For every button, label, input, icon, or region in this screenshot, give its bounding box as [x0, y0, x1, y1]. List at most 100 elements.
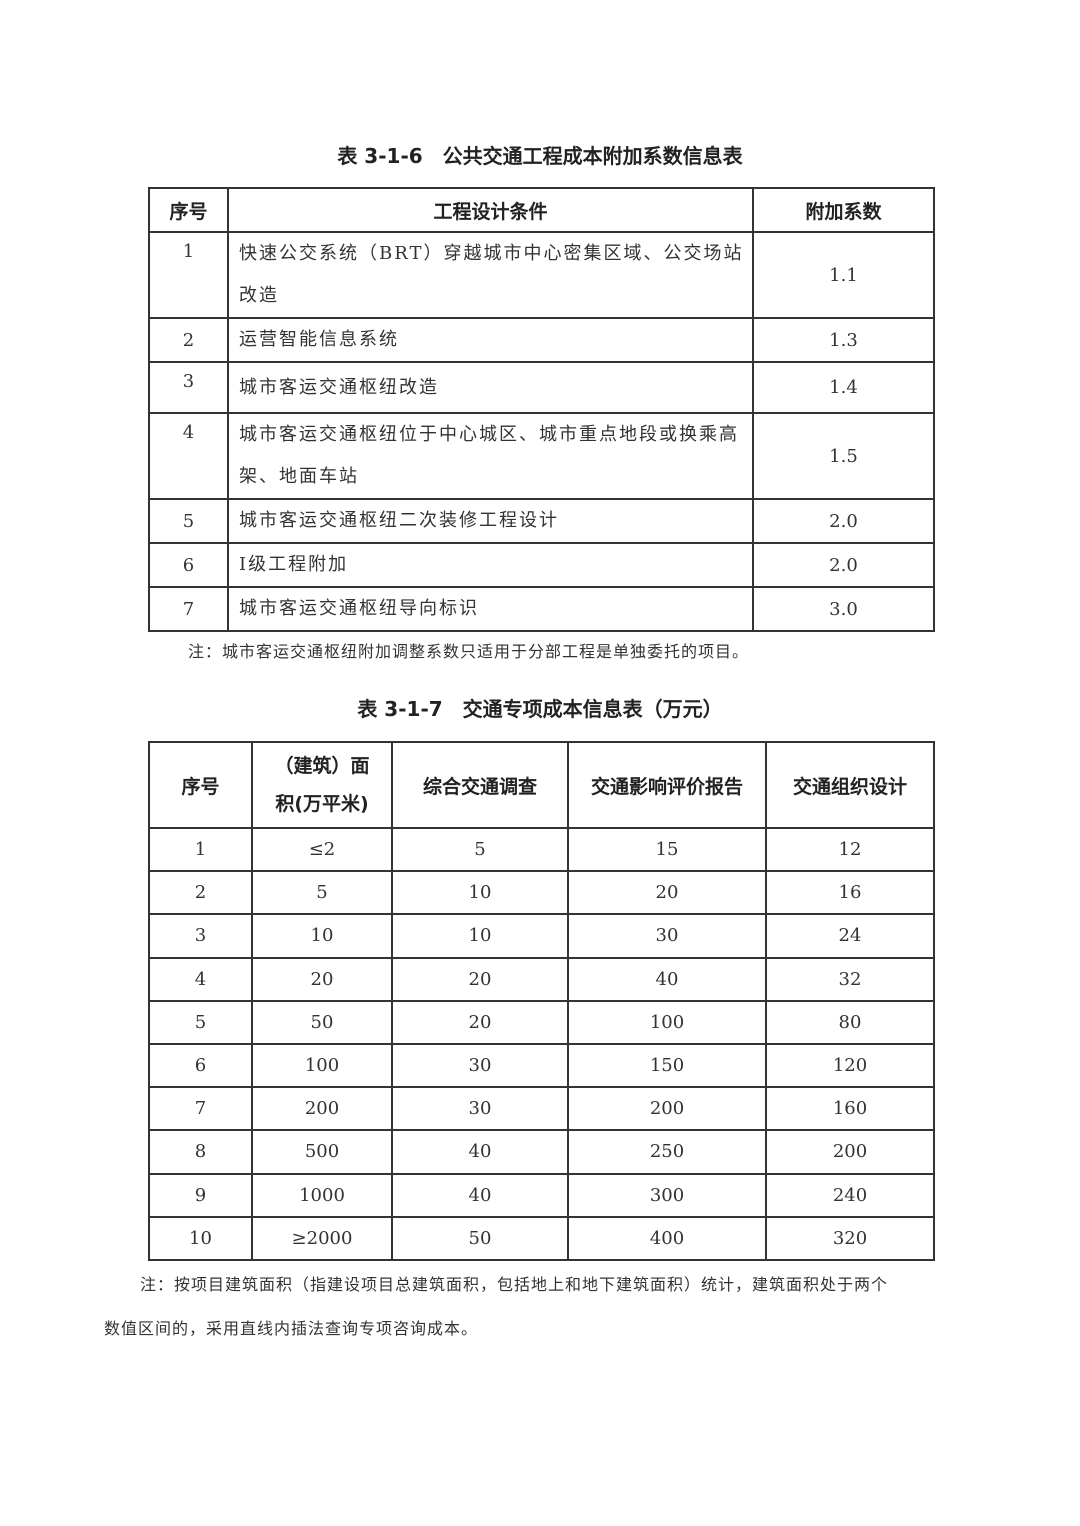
cell-survey: 5	[391, 826, 569, 873]
table-row: 5 50 20 100 80	[148, 999, 935, 1045]
table-row: 7 200 30 200 160	[148, 1086, 935, 1132]
cell-coefficient: 2.0	[752, 542, 935, 588]
cell-impact-report: 30	[567, 913, 767, 959]
cell-impact-report: 40	[567, 956, 767, 1002]
cell-condition: 城市客运交通枢纽位于中心城区、城市重点地段或换乘高架、地面车站	[227, 412, 754, 500]
cell-survey: 30	[391, 1086, 569, 1132]
cell-organization-design: 24	[765, 913, 935, 959]
cell-condition: 城市客运交通枢纽导向标识	[227, 586, 754, 632]
cell-area: 5	[251, 870, 393, 916]
cell-index: 1	[148, 231, 229, 319]
cell-index: 4	[148, 956, 253, 1002]
header-index: 序号	[148, 741, 253, 829]
cell-survey: 50	[391, 1215, 569, 1261]
cell-organization-design: 200	[765, 1129, 935, 1175]
cell-area: 10	[251, 913, 393, 959]
cell-area: 20	[251, 956, 393, 1002]
cell-index: 10	[148, 1215, 253, 1261]
table-row: 2 5 10 20 16	[148, 870, 935, 916]
cell-organization-design: 120	[765, 1042, 935, 1089]
cell-area: 1000	[251, 1172, 393, 1218]
header-survey: 综合交通调查	[391, 741, 569, 829]
cell-impact-report: 400	[567, 1215, 767, 1261]
cell-index: 2	[148, 870, 253, 916]
cell-impact-report: 250	[567, 1129, 767, 1175]
cell-index: 1	[148, 826, 253, 873]
cell-survey: 10	[391, 870, 569, 916]
table-row: 5 城市客运交通枢纽二次装修工程设计 2.0	[148, 498, 935, 544]
cell-condition: 快速公交系统（BRT）穿越城市中心密集区域、公交场站改造	[227, 231, 754, 319]
table1-title: 表 3-1-6 公共交通工程成本附加系数信息表	[337, 144, 743, 168]
table-special-costs: 序号 （建筑）面积(万平米) 综合交通调查 交通影响评价报告 交通组织设计 1 ≤…	[148, 741, 935, 1261]
cell-survey: 40	[391, 1129, 569, 1175]
table-row: 8 500 40 250 200	[148, 1129, 935, 1175]
cell-index: 4	[148, 412, 229, 500]
cell-area: ≥2000	[251, 1215, 393, 1261]
cell-organization-design: 12	[765, 826, 935, 873]
cell-coefficient: 1.4	[752, 361, 935, 414]
cell-area: ≤2	[251, 826, 393, 873]
cell-condition: Ⅰ级工程附加	[227, 542, 754, 588]
table-row: 10 ≥2000 50 400 320	[148, 1215, 935, 1261]
table-row: 6 100 30 150 120	[148, 1042, 935, 1089]
cell-coefficient: 1.3	[752, 317, 935, 363]
table-row: 6 Ⅰ级工程附加 2.0	[148, 542, 935, 588]
cell-impact-report: 100	[567, 999, 767, 1045]
table-coefficients: 序号 工程设计条件 附加系数 1 快速公交系统（BRT）穿越城市中心密集区域、公交…	[148, 187, 935, 632]
cell-survey: 10	[391, 913, 569, 959]
header-condition: 工程设计条件	[227, 187, 754, 233]
cell-organization-design: 320	[765, 1215, 935, 1261]
table-row: 3 10 10 30 24	[148, 913, 935, 959]
cell-area: 200	[251, 1086, 393, 1132]
header-coefficient: 附加系数	[752, 187, 935, 233]
cell-index: 5	[148, 498, 229, 544]
cell-organization-design: 32	[765, 956, 935, 1002]
cell-condition: 运营智能信息系统	[227, 317, 754, 363]
table-row: 1 快速公交系统（BRT）穿越城市中心密集区域、公交场站改造 1.1	[148, 231, 935, 319]
table-row: 4 城市客运交通枢纽位于中心城区、城市重点地段或换乘高架、地面车站 1.5	[148, 412, 935, 500]
table2-note-line2: 数值区间的，采用直线内插法查询专项咨询成本。	[104, 1319, 479, 1338]
table-row: 3 城市客运交通枢纽改造 1.4	[148, 361, 935, 414]
table2-title: 表 3-1-7 交通专项成本信息表（万元）	[357, 697, 723, 721]
cell-index: 8	[148, 1129, 253, 1175]
cell-index: 6	[148, 1042, 253, 1089]
header-area: （建筑）面积(万平米)	[251, 741, 393, 829]
cell-index: 3	[148, 361, 229, 414]
cell-area: 500	[251, 1129, 393, 1175]
cell-impact-report: 200	[567, 1086, 767, 1132]
cell-coefficient: 2.0	[752, 498, 935, 544]
cell-impact-report: 150	[567, 1042, 767, 1089]
table-row: 7 城市客运交通枢纽导向标识 3.0	[148, 586, 935, 632]
table-row: 2 运营智能信息系统 1.3	[148, 317, 935, 363]
cell-survey: 20	[391, 999, 569, 1045]
table1-note: 注：城市客运交通枢纽附加调整系数只适用于分部工程是单独委托的项目。	[188, 642, 750, 661]
table-row: 9 1000 40 300 240	[148, 1172, 935, 1218]
cell-organization-design: 80	[765, 999, 935, 1045]
cell-impact-report: 15	[567, 826, 767, 873]
cell-survey: 30	[391, 1042, 569, 1089]
cell-survey: 20	[391, 956, 569, 1002]
cell-organization-design: 160	[765, 1086, 935, 1132]
cell-impact-report: 20	[567, 870, 767, 916]
header-organization-design: 交通组织设计	[765, 741, 935, 829]
cell-impact-report: 300	[567, 1172, 767, 1218]
table-row: 1 ≤2 5 15 12	[148, 826, 935, 873]
table2-note-line1: 注：按项目建筑面积（指建设项目总建筑面积，包括地上和地下建筑面积）统计，建筑面积…	[140, 1275, 889, 1294]
cell-organization-design: 240	[765, 1172, 935, 1218]
cell-index: 5	[148, 999, 253, 1045]
cell-index: 7	[148, 586, 229, 632]
header-index: 序号	[148, 187, 229, 233]
cell-index: 6	[148, 542, 229, 588]
cell-organization-design: 16	[765, 870, 935, 916]
cell-survey: 40	[391, 1172, 569, 1218]
cell-condition: 城市客运交通枢纽二次装修工程设计	[227, 498, 754, 544]
header-impact-report: 交通影响评价报告	[567, 741, 767, 829]
cell-index: 3	[148, 913, 253, 959]
cell-index: 7	[148, 1086, 253, 1132]
cell-index: 9	[148, 1172, 253, 1218]
table-row: 4 20 20 40 32	[148, 956, 935, 1002]
cell-coefficient: 3.0	[752, 586, 935, 632]
cell-area: 100	[251, 1042, 393, 1089]
cell-coefficient: 1.1	[752, 231, 935, 319]
cell-coefficient: 1.5	[752, 412, 935, 500]
